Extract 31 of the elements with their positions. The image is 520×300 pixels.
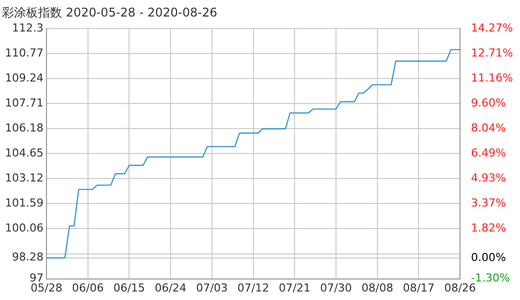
x-tick-label: 07/03 [196,281,228,294]
y-tick-label: 103.12 [4,172,44,184]
y-tick-label: 107.71 [4,96,44,110]
x-tick-label: 06/24 [154,281,186,294]
y-tick-label: 106.18 [4,121,44,134]
y-tick-label: 109.24 [4,71,44,84]
y-tick-label: 101.59 [4,196,44,210]
y2-tick-label: 6.49% [471,146,506,160]
x-tick-label: 06/15 [113,281,146,294]
x-tick-label: 08/17 [402,281,435,294]
y2-tick-label: 3.37% [471,196,506,210]
y2-tick-label: 0.00% [471,250,506,264]
y-tick-label: 104.65 [4,146,44,160]
x-tick-label: 07/21 [278,281,310,294]
y2-tick-label: 12.71% [471,46,514,60]
x-tick-label: 06/06 [72,281,104,294]
y-tick-label: 110.77 [4,46,44,60]
y-tick-label: 112.3 [12,21,44,34]
x-tick-label: 07/12 [237,281,270,294]
x-tick-label: 07/30 [320,281,352,294]
y2-tick-label: 8.04% [471,121,506,134]
y2-tick-label: 14.27% [471,21,514,34]
y2-tick-label: 1.82% [471,221,506,234]
chart-title: 彩涂板指数 2020-05-28 - 2020-08-26 [2,5,218,20]
y2-tick-label: 11.16% [471,71,514,84]
y-tick-label: 100.06 [4,222,44,235]
x-tick-label: 08/26 [444,281,476,294]
y2-tick-label: 4.93% [471,171,506,184]
y-tick-label: 98.28 [12,250,44,264]
x-tick-label: 08/08 [361,281,394,294]
y2-tick-label: 9.60% [471,96,506,110]
